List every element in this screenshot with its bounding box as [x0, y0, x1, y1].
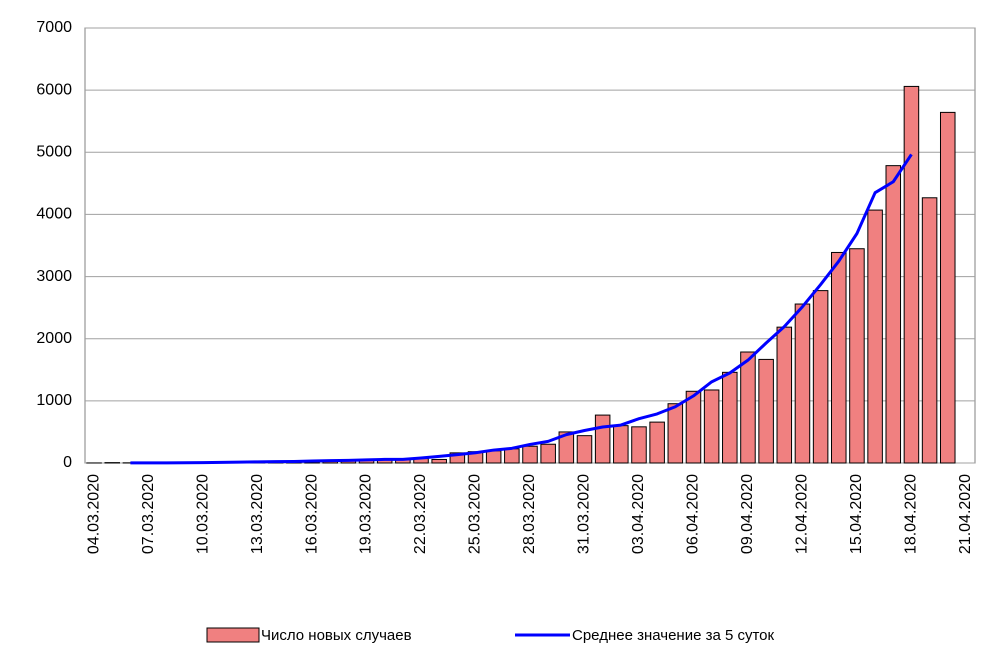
- y-tick-label: 0: [63, 454, 72, 471]
- bar: [505, 449, 520, 463]
- bar: [886, 166, 901, 463]
- legend-label: Среднее значение за 5 суток: [572, 627, 775, 644]
- x-tick-label: 13.03.2020: [249, 474, 266, 554]
- x-tick-label: 16.03.2020: [303, 474, 320, 554]
- x-tick-label: 28.03.2020: [521, 474, 538, 554]
- legend-label: Число новых случаев: [261, 627, 412, 644]
- bar: [759, 359, 774, 463]
- bar: [523, 446, 538, 463]
- bar: [614, 426, 629, 463]
- bar: [832, 252, 847, 463]
- x-tick-label: 12.04.2020: [794, 474, 811, 554]
- bar: [541, 444, 556, 463]
- x-tick-label: 18.04.2020: [903, 474, 920, 554]
- x-tick-label: 06.04.2020: [685, 474, 702, 554]
- x-tick-label: 21.04.2020: [957, 474, 974, 554]
- x-tick-label: 10.03.2020: [194, 474, 211, 554]
- bar: [850, 249, 865, 463]
- bar: [595, 415, 610, 463]
- bar: [704, 390, 719, 463]
- bar: [795, 304, 810, 463]
- bar: [632, 427, 647, 463]
- x-tick-label: 22.03.2020: [412, 474, 429, 554]
- y-tick-label: 7000: [36, 19, 72, 36]
- x-tick-label: 04.03.2020: [85, 474, 102, 554]
- bar: [940, 112, 955, 463]
- bar: [777, 327, 792, 463]
- y-tick-label: 2000: [36, 330, 72, 347]
- bar: [813, 291, 828, 463]
- bar: [486, 451, 501, 463]
- bar: [432, 459, 447, 463]
- bar: [723, 372, 738, 463]
- x-tick-label: 09.04.2020: [739, 474, 756, 554]
- bar: [650, 422, 665, 463]
- bar: [686, 391, 701, 463]
- bar: [904, 86, 919, 463]
- bar: [922, 198, 937, 463]
- bar: [868, 210, 883, 463]
- y-tick-label: 5000: [36, 144, 72, 161]
- legend-swatch: [207, 628, 259, 642]
- bar: [577, 436, 592, 463]
- y-tick-label: 3000: [36, 268, 72, 285]
- bar: [741, 352, 756, 463]
- legend: Число новых случаев Среднее значение за 5…: [207, 627, 775, 644]
- y-tick-label: 6000: [36, 81, 72, 98]
- x-tick-label: 25.03.2020: [467, 474, 484, 554]
- x-tick-label: 03.04.2020: [630, 474, 647, 554]
- bar: [668, 404, 683, 463]
- x-tick-label: 07.03.2020: [140, 474, 157, 554]
- y-tick-label: 4000: [36, 206, 72, 223]
- y-tick-label: 1000: [36, 392, 72, 409]
- x-tick-label: 31.03.2020: [576, 474, 593, 554]
- x-tick-label: 19.03.2020: [358, 474, 375, 554]
- x-tick-label: 15.04.2020: [848, 474, 865, 554]
